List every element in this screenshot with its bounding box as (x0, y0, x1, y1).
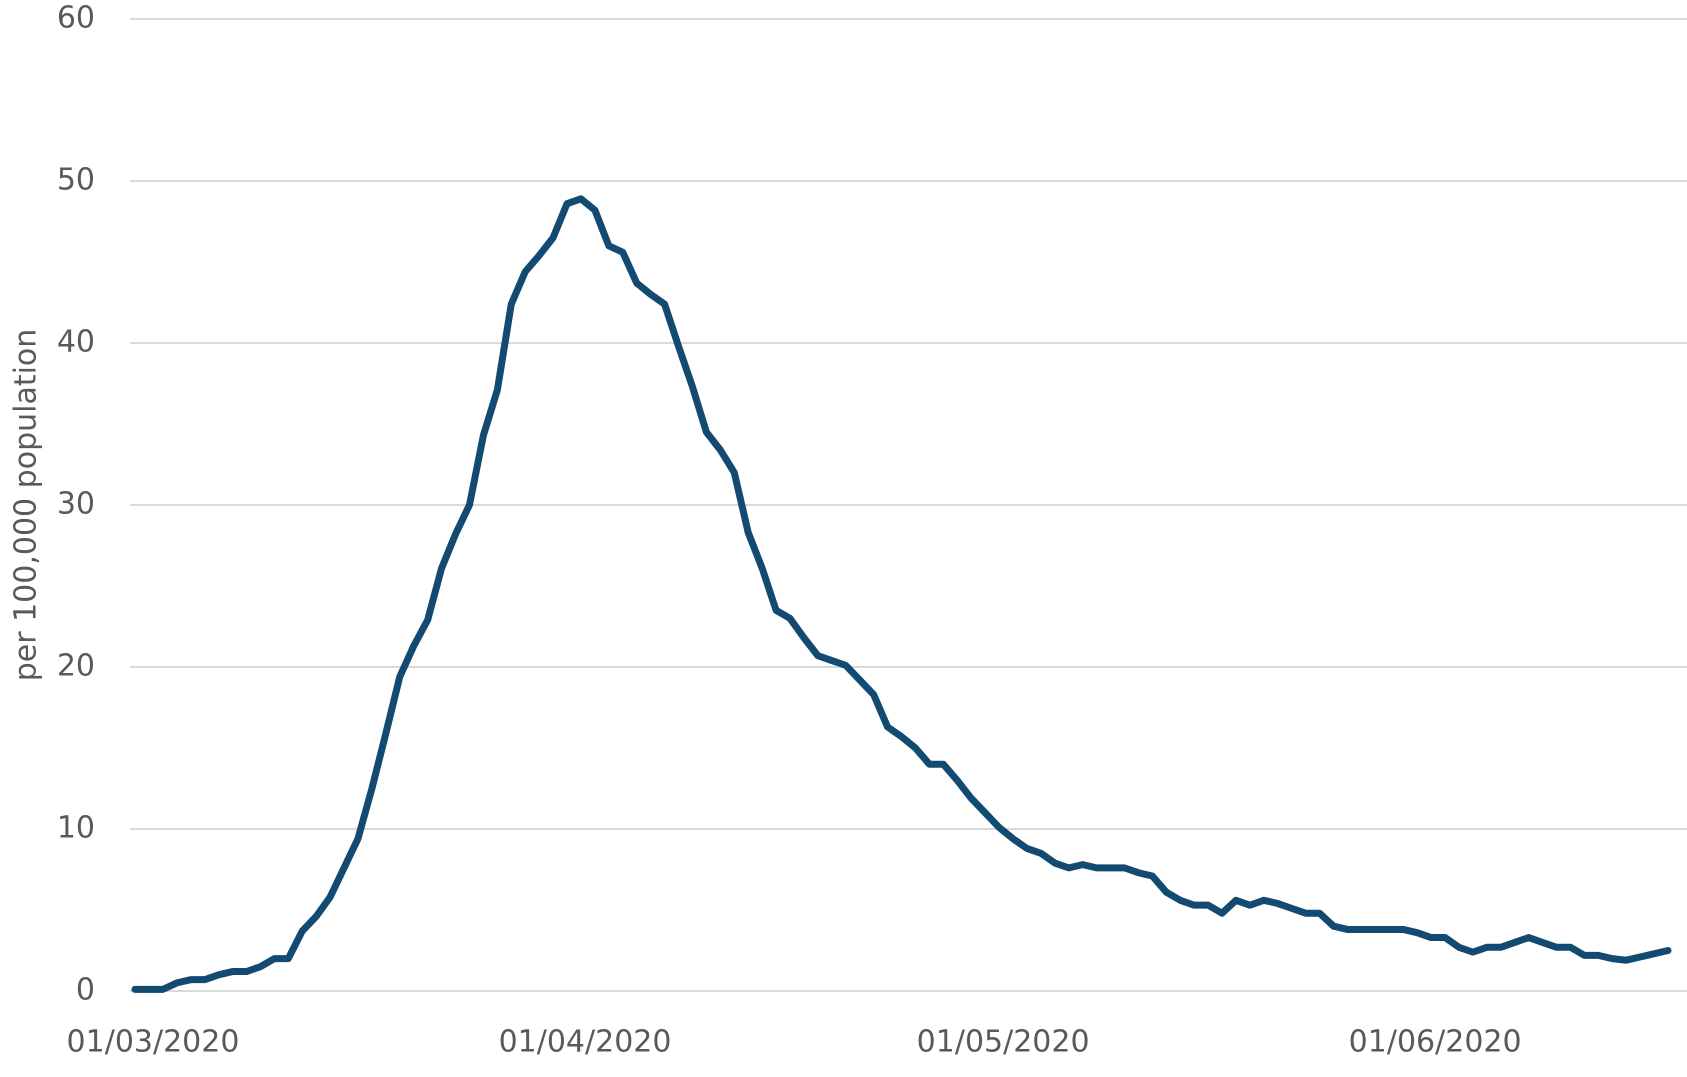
x-tick-label: 01/03/2020 (67, 1025, 240, 1060)
x-tick-label: 01/06/2020 (1349, 1025, 1522, 1060)
x-tick-label: 01/05/2020 (917, 1025, 1090, 1060)
y-tick-label: 20 (57, 649, 95, 684)
y-tick-label: 30 (57, 487, 95, 522)
y-tick-label: 0 (76, 973, 95, 1008)
y-tick-label: 50 (57, 163, 95, 198)
y-tick-label: 60 (57, 1, 95, 36)
y-tick-label: 10 (57, 811, 95, 846)
y-axis-title: per 100,000 population (9, 329, 44, 682)
y-tick-label: 40 (57, 325, 95, 360)
data-line (131, 195, 1672, 993)
x-tick-label: 01/04/2020 (499, 1025, 672, 1060)
